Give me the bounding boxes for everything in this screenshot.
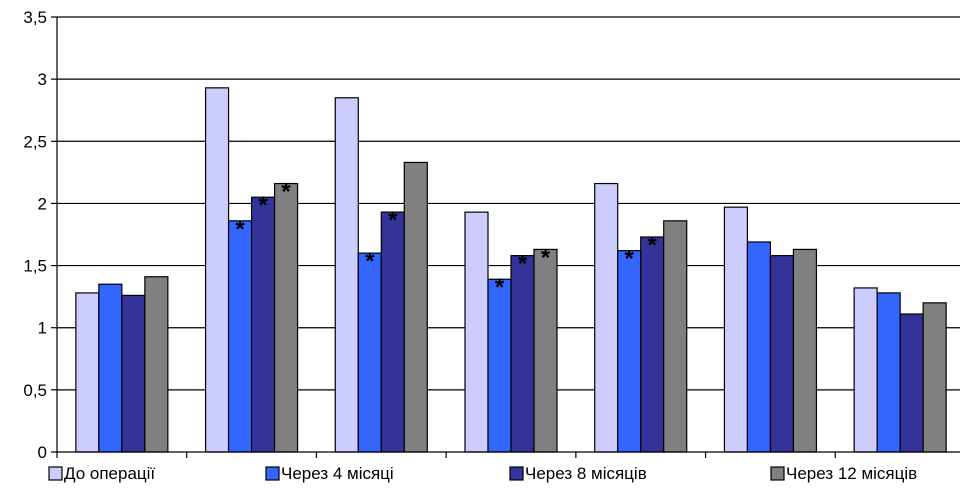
significance-asterisk: * — [388, 207, 398, 234]
bar — [663, 220, 688, 453]
y-tick-label: 0,5 — [23, 381, 47, 400]
significance-asterisk: * — [258, 192, 268, 219]
significance-asterisk: * — [541, 244, 551, 271]
bar — [792, 248, 818, 453]
bar — [144, 276, 169, 453]
y-tick-label: 1,5 — [23, 257, 47, 276]
bar — [357, 252, 382, 453]
bar — [723, 206, 749, 453]
y-tick-label: 0 — [38, 443, 47, 462]
legend-swatch — [265, 466, 280, 481]
bar — [204, 87, 230, 453]
significance-marks-layer: * * * * * * * * * * — [235, 179, 657, 302]
bar — [273, 182, 299, 453]
significance-asterisk: * — [495, 274, 505, 301]
legend-swatch — [48, 466, 63, 481]
y-tick-label: 1 — [38, 319, 47, 338]
significance-asterisk: * — [648, 232, 658, 259]
legend: До операції Через 4 місяці Через 8 місяців… — [48, 464, 917, 483]
bar — [464, 211, 489, 453]
bar — [769, 255, 795, 453]
y-tick-label: 3,5 — [23, 8, 47, 27]
bars-layer — [75, 87, 947, 453]
bar — [510, 255, 535, 453]
legend-label: Через 12 місяців — [786, 464, 917, 483]
legend-swatch — [770, 466, 785, 481]
y-tick-label: 2,5 — [23, 132, 47, 151]
bar — [403, 161, 428, 453]
bar — [98, 283, 123, 453]
legend-label: Через 8 місяців — [525, 464, 647, 483]
legend-label: До операції — [64, 464, 155, 483]
y-tick-label: 2 — [38, 194, 47, 213]
legend-label: Через 4 місяці — [281, 464, 394, 483]
significance-asterisk: * — [365, 248, 375, 275]
bar — [334, 97, 359, 453]
bar — [899, 313, 924, 453]
bar — [121, 294, 146, 453]
significance-asterisk: * — [235, 216, 245, 243]
bar — [487, 278, 512, 453]
significance-asterisk: * — [518, 251, 528, 278]
bar — [250, 196, 276, 453]
bar — [617, 250, 642, 453]
bar — [594, 182, 619, 453]
bar — [853, 287, 878, 453]
bar — [75, 292, 100, 453]
bar — [746, 241, 772, 453]
legend-swatch — [509, 466, 524, 481]
bar — [640, 236, 665, 453]
y-tick-label: 3 — [38, 70, 47, 89]
significance-asterisk: * — [281, 179, 291, 206]
bar — [922, 302, 947, 453]
significance-asterisk: * — [625, 246, 635, 273]
bar — [533, 248, 558, 453]
bar — [227, 220, 253, 453]
bar — [380, 211, 405, 453]
axis-layer: 0 0,5 1 1,5 2 2,5 3 3,5 — [23, 8, 960, 462]
bar — [876, 292, 901, 453]
